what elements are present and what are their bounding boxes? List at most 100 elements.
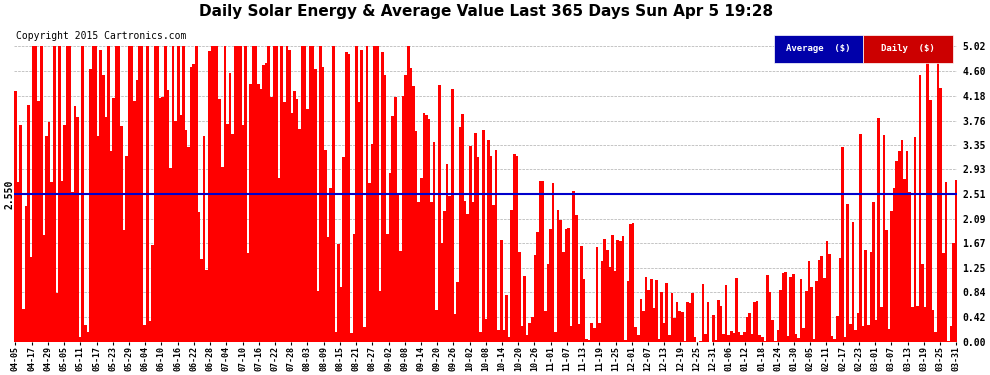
Bar xyxy=(136,80,139,342)
Bar xyxy=(738,332,741,342)
Bar xyxy=(823,279,826,342)
Bar xyxy=(81,46,84,342)
Bar xyxy=(554,332,557,342)
Bar xyxy=(192,64,195,342)
Bar xyxy=(63,125,66,342)
Bar xyxy=(882,135,885,342)
Bar xyxy=(570,326,572,342)
Bar xyxy=(89,69,92,342)
Bar xyxy=(745,317,748,342)
Bar xyxy=(929,99,932,342)
Bar xyxy=(736,278,738,342)
Bar xyxy=(575,214,577,342)
Bar xyxy=(733,333,736,342)
Bar xyxy=(903,179,906,342)
Bar xyxy=(689,303,691,342)
Bar xyxy=(262,65,265,342)
Bar xyxy=(73,106,76,342)
Bar xyxy=(237,46,239,342)
Bar xyxy=(275,46,278,342)
Bar xyxy=(681,312,683,342)
Bar xyxy=(166,90,169,342)
Bar xyxy=(712,315,715,342)
Bar xyxy=(521,327,524,342)
Bar xyxy=(27,105,30,342)
Bar xyxy=(158,98,161,342)
Bar xyxy=(352,234,355,342)
Bar xyxy=(808,261,810,342)
Bar xyxy=(932,310,935,342)
Bar xyxy=(686,302,689,342)
Bar xyxy=(448,196,450,342)
Bar xyxy=(285,46,288,342)
Text: 2.550: 2.550 xyxy=(4,179,14,209)
Bar xyxy=(901,140,903,342)
Bar xyxy=(750,334,753,342)
Bar xyxy=(546,264,549,342)
Bar xyxy=(893,188,895,342)
Bar xyxy=(846,204,849,342)
Bar xyxy=(624,340,627,342)
Bar xyxy=(174,121,177,342)
Bar xyxy=(505,295,508,342)
Bar xyxy=(497,330,500,342)
Bar xyxy=(919,75,922,342)
Bar xyxy=(365,46,368,342)
Bar xyxy=(885,230,888,342)
Bar xyxy=(490,156,492,342)
Bar xyxy=(864,251,867,342)
Bar xyxy=(906,151,909,342)
Bar xyxy=(270,97,272,342)
Bar xyxy=(644,277,647,342)
Bar xyxy=(391,116,394,342)
Bar xyxy=(198,213,200,342)
Bar xyxy=(916,306,919,342)
Bar xyxy=(652,308,655,342)
Bar xyxy=(190,67,192,342)
Bar xyxy=(301,46,304,342)
Bar xyxy=(748,314,750,342)
Bar xyxy=(670,293,673,342)
Bar xyxy=(420,178,423,342)
Bar xyxy=(895,161,898,342)
Bar xyxy=(164,46,166,342)
Bar xyxy=(410,68,412,342)
Bar xyxy=(94,46,97,342)
Bar xyxy=(955,180,957,342)
Bar xyxy=(797,339,800,342)
Bar xyxy=(358,102,360,342)
Bar xyxy=(766,276,769,342)
Text: Copyright 2015 Cartronics.com: Copyright 2015 Cartronics.com xyxy=(16,32,186,41)
Bar xyxy=(92,46,94,342)
Bar xyxy=(774,340,776,342)
Bar xyxy=(500,240,503,342)
Bar xyxy=(487,140,490,342)
Bar xyxy=(17,182,20,342)
Bar xyxy=(347,54,350,342)
Bar xyxy=(699,341,702,342)
Bar xyxy=(355,46,358,342)
Bar xyxy=(156,46,158,342)
Bar xyxy=(423,112,425,342)
Bar xyxy=(567,228,570,342)
Bar xyxy=(604,238,606,342)
Bar xyxy=(291,113,293,342)
Bar xyxy=(730,331,733,342)
Bar xyxy=(508,337,511,342)
Bar xyxy=(436,310,438,342)
Bar xyxy=(914,137,916,342)
Bar xyxy=(694,337,696,342)
Bar xyxy=(151,245,153,342)
Bar xyxy=(665,284,668,342)
Bar xyxy=(332,46,335,342)
Bar xyxy=(55,293,58,342)
Bar xyxy=(278,178,280,342)
Bar xyxy=(317,291,319,342)
Bar xyxy=(327,237,330,342)
Bar xyxy=(585,339,588,342)
Bar xyxy=(343,157,345,342)
Bar xyxy=(418,202,420,342)
Bar xyxy=(678,311,681,342)
Bar xyxy=(433,142,436,342)
Bar xyxy=(691,293,694,342)
